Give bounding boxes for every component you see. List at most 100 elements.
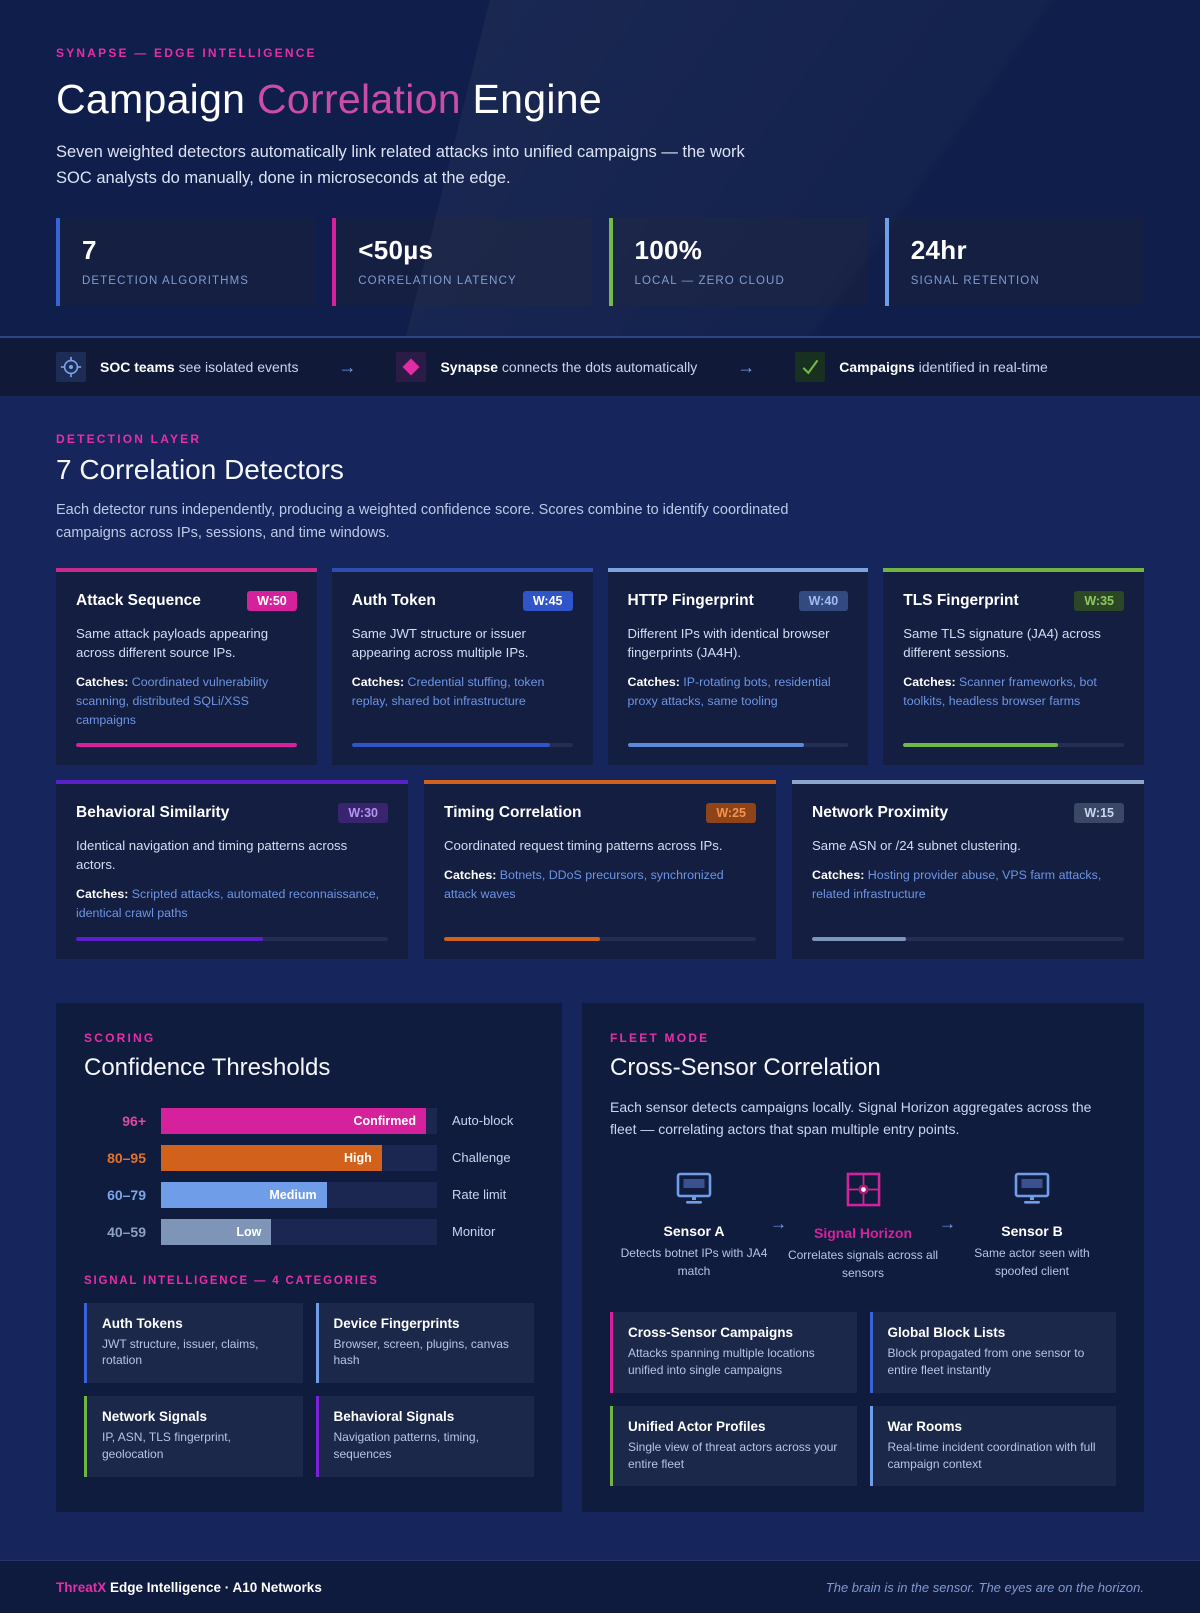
detectors-section-header: DETECTION LAYER 7 Correlation Detectors …	[56, 432, 1144, 544]
flow-step-bold: SOC teams	[100, 359, 175, 376]
threshold-row-medium: 60–79 Medium Rate limit	[84, 1181, 534, 1208]
flow-step-rest: see isolated events	[174, 359, 299, 376]
arrow-icon: →	[338, 356, 357, 377]
threshold-track: High	[161, 1144, 437, 1171]
threshold-fill: Low	[161, 1218, 272, 1245]
catches-label: Catches:	[76, 887, 129, 902]
feature-card-unified-actor-profiles: Unified Actor Profiles Single view of th…	[610, 1405, 857, 1487]
detector-card-tls-fingerprint: TLS Fingerprint W:35 Same TLS signature (…	[883, 568, 1144, 766]
signal-title: Auth Tokens	[102, 1315, 183, 1331]
signal-description: Navigation patterns, timing, sequences	[333, 1430, 479, 1462]
feature-description: Single view of threat actors across your…	[628, 1439, 838, 1471]
node-sensor-a: Sensor A Detects botnet IPs with JA4 mat…	[618, 1172, 770, 1280]
catches-label: Catches:	[627, 675, 680, 690]
weight-bar	[76, 923, 388, 941]
catches-label: Catches:	[903, 675, 956, 690]
signal-title: Behavioral Signals	[333, 1409, 455, 1425]
threshold-action: Auto-block	[452, 1113, 514, 1129]
detector-description: Same attack payloads appearing across di…	[76, 626, 269, 661]
feature-card-global-block-lists: Global Block Lists Block propagated from…	[869, 1312, 1116, 1393]
footer-tagline: The brain is in the sensor. The eyes are…	[825, 1579, 1144, 1595]
stats-row: 7 DETECTION ALGORITHMS <50µs CORRELATION…	[56, 218, 1144, 307]
threshold-row-high: 80–95 High Challenge	[84, 1144, 534, 1171]
feature-title: War Rooms	[887, 1418, 963, 1434]
threshold-track: Confirmed	[161, 1107, 437, 1134]
node-signal-horizon: Signal Horizon Correlates signals across…	[787, 1172, 939, 1282]
stat-value: 24hr	[910, 235, 967, 266]
stat-correlation-latency: <50µs CORRELATION LATENCY	[332, 218, 592, 307]
catches-text: Hosting provider abuse, VPS farm attacks…	[812, 868, 1102, 901]
detector-card-network-proximity: Network Proximity W:15 Same ASN or /24 su…	[792, 780, 1144, 959]
detector-cards-row-1: Attack Sequence W:50 Same attack payloads…	[56, 568, 1144, 766]
feature-title: Unified Actor Profiles	[628, 1418, 766, 1434]
threshold-action: Rate limit	[452, 1187, 507, 1203]
fleet-panel: FLEET MODE Cross-Sensor Correlation Each…	[582, 1002, 1144, 1513]
page-title-accent: Correlation	[256, 76, 461, 122]
signal-description: JWT structure, issuer, claims, rotation	[102, 1336, 259, 1368]
panel-heading: Confidence Thresholds	[84, 1053, 331, 1081]
stat-label: SIGNAL RETENTION	[910, 275, 1040, 288]
threshold-action: Monitor	[452, 1224, 496, 1240]
node-name: Sensor A	[663, 1223, 725, 1240]
catches-text: Credential stuffing, token replay, share…	[351, 675, 545, 708]
threshold-range: 60–79	[107, 1186, 146, 1203]
detector-card-timing-correlation: Timing Correlation W:25 Coordinated reque…	[424, 780, 776, 959]
stat-label: LOCAL — ZERO CLOUD	[634, 275, 785, 288]
detector-card-auth-token: Auth Token W:45 Same JWT structure or iss…	[331, 568, 593, 766]
weight-badge: W:40	[798, 591, 849, 612]
threshold-range: 80–95	[107, 1149, 146, 1166]
diamond-icon	[396, 352, 427, 383]
signal-title: Network Signals	[102, 1409, 208, 1425]
monitor-icon	[676, 1173, 712, 1205]
detector-name: TLS Fingerprint	[903, 592, 1019, 610]
flow-step-rest: identified in real-time	[914, 359, 1048, 376]
weight-badge: W:15	[1074, 803, 1124, 824]
catches-text: Coordinated vulnerability scanning, dist…	[76, 675, 269, 727]
detector-name: HTTP Fingerprint	[627, 592, 754, 610]
page-title: Campaign Correlation Engine	[56, 76, 602, 122]
fleet-features-grid: Cross-Sensor Campaigns Attacks spanning …	[610, 1312, 1116, 1487]
weight-bar	[627, 729, 849, 748]
detector-cards-row-2: Behavioral Similarity W:30 Identical navi…	[56, 780, 1144, 959]
threshold-range: 40–59	[107, 1223, 146, 1240]
threshold-track: Low	[161, 1218, 437, 1245]
stat-detection-algorithms: 7 DETECTION ALGORITHMS	[56, 218, 316, 307]
detector-card-http-fingerprint: HTTP Fingerprint W:40 Different IPs with …	[607, 568, 869, 766]
stat-label: CORRELATION LATENCY	[358, 275, 517, 288]
footer-brand: ThreatX Edge Intelligence · A10 Networks	[56, 1579, 322, 1595]
main-content: DETECTION LAYER 7 Correlation Detectors …	[0, 396, 1200, 1513]
bottom-panels: SCORING Confidence Thresholds 96+ Confir…	[56, 1002, 1144, 1513]
catches-text: IP-rotating bots, residential proxy atta…	[627, 675, 831, 708]
node-name: Sensor B	[1001, 1223, 1063, 1240]
footer-brand-accent: ThreatX	[56, 1579, 107, 1595]
stat-label: DETECTION ALGORITHMS	[82, 275, 250, 288]
crosshair-icon	[56, 352, 86, 383]
feature-description: Attacks spanning multiple locations unif…	[628, 1346, 815, 1378]
monitor-icon	[1014, 1173, 1050, 1205]
detector-name: Auth Token	[351, 592, 436, 610]
weight-badge: W:45	[522, 591, 573, 612]
footer: ThreatX Edge Intelligence · A10 Networks…	[0, 1560, 1200, 1613]
catches-text: Scripted attacks, automated reconnaissan…	[76, 887, 380, 921]
signal-description: IP, ASN, TLS fingerprint, geolocation	[102, 1430, 231, 1462]
weight-bar	[444, 923, 756, 941]
flow-step-bold: Synapse	[440, 359, 499, 376]
panel-description: Each sensor detects campaigns locally. S…	[610, 1098, 1092, 1138]
flow-step-campaigns: Campaigns identified in real-time	[795, 352, 1048, 383]
detector-name: Attack Sequence	[76, 592, 201, 610]
node-description: Correlates signals across all sensors	[787, 1248, 939, 1280]
catches-text: Scanner frameworks, bot toolkits, headle…	[903, 675, 1097, 708]
feature-title: Cross-Sensor Campaigns	[628, 1325, 794, 1341]
weight-bar	[76, 729, 297, 748]
process-flow-strip: SOC teams see isolated events → Synapse …	[0, 336, 1200, 397]
detector-description: Different IPs with identical browser fin…	[627, 626, 830, 661]
signal-description: Browser, screen, plugins, canvas hash	[333, 1336, 509, 1368]
signal-card-auth-tokens: Auth Tokens JWT structure, issuer, claim…	[84, 1302, 303, 1384]
arrow-icon: →	[939, 1214, 956, 1234]
detector-name: Network Proximity	[812, 804, 949, 822]
feature-card-war-rooms: War Rooms Real-time incident coordinatio…	[869, 1405, 1116, 1487]
detector-description: Same ASN or /24 subnet clustering.	[812, 838, 1021, 854]
node-description: Detects botnet IPs with JA4 match	[620, 1246, 768, 1278]
signal-card-device-fingerprints: Device Fingerprints Browser, screen, plu…	[315, 1302, 534, 1384]
threshold-fill: Medium	[161, 1181, 327, 1208]
